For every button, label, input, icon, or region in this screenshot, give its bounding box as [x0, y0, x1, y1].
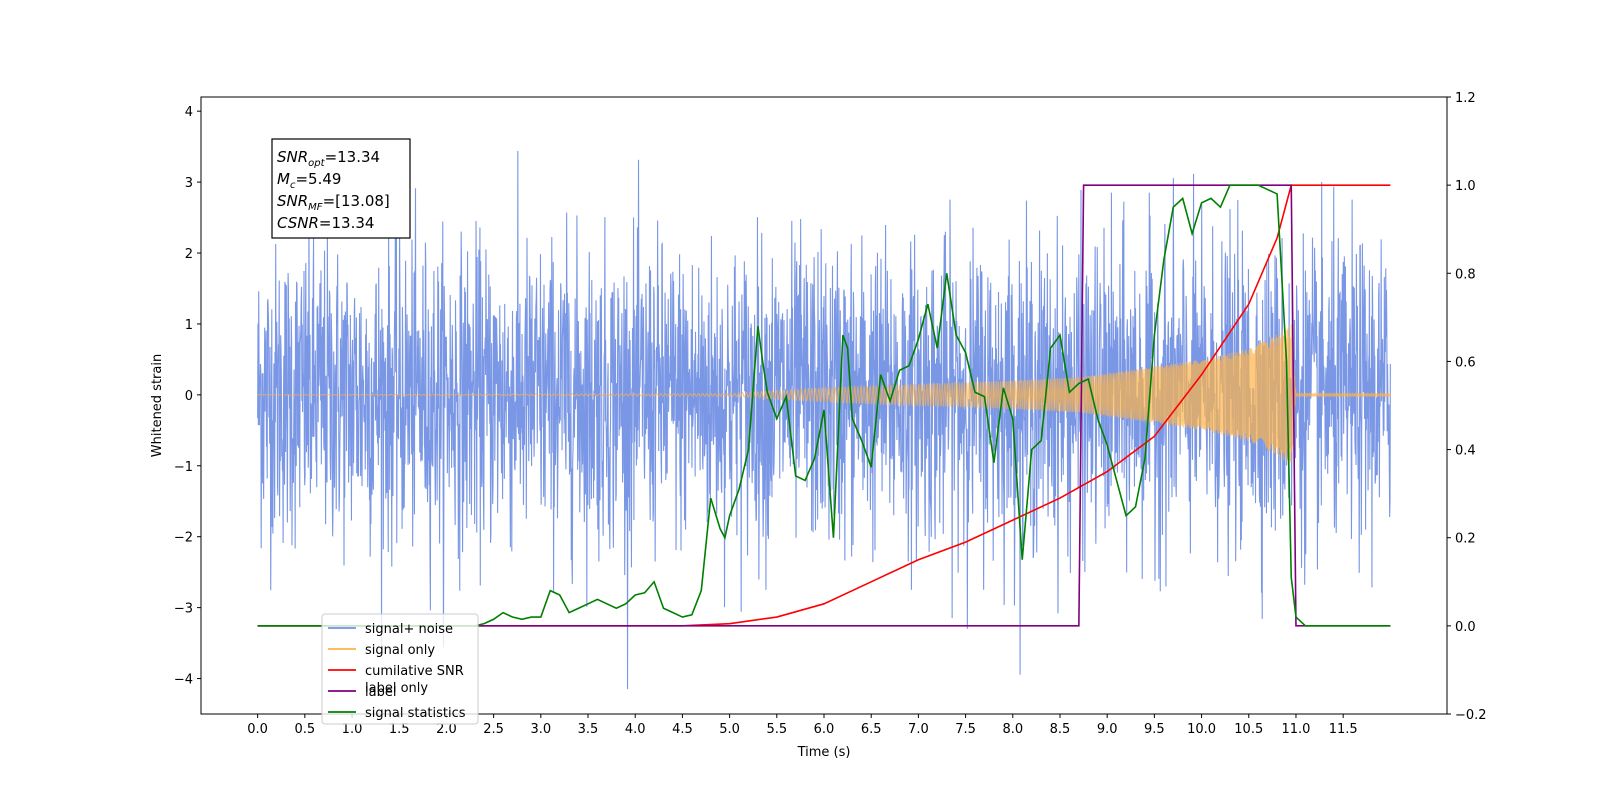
x-tick-label: 6.0 [814, 722, 835, 737]
x-tick-label: 2.5 [483, 722, 504, 737]
y-tick-label: 2 [185, 247, 193, 262]
x-tick-label: 11.5 [1329, 722, 1358, 737]
x-tick-label: 1.5 [389, 722, 410, 737]
y-tick-label: −1 [174, 460, 193, 475]
y2-tick-label: 0.2 [1455, 532, 1476, 547]
x-tick-label: 4.5 [672, 722, 693, 737]
axes: 0.0 0.5 1.0 1.5 2.0 2.5 3.0 3.5 4.0 4.5 5.0 5.5 6.0 6… [174, 91, 1487, 737]
x-tick-label: 6.5 [861, 722, 882, 737]
legend[interactable]: label only signal+ noise signal only cumila… [321, 613, 479, 725]
legend-label: label [365, 685, 396, 700]
x-tick-label: 3.5 [578, 722, 599, 737]
legend-label: cumilative SNR [365, 664, 464, 679]
series-signal-only [257, 324, 1391, 464]
info-line: SNRMF=[13.08] [277, 192, 390, 213]
x-tick-label: 9.0 [1097, 722, 1118, 737]
x-tick-label: 0.5 [294, 722, 315, 737]
series-signal-statistics [257, 184, 1391, 627]
info-box-frame [271, 138, 411, 239]
y-tick-label: 0 [185, 389, 193, 404]
x-tick-label: 5.0 [719, 722, 740, 737]
x-tick-label: 5.5 [766, 722, 787, 737]
x-tick-label: 2.0 [436, 722, 457, 737]
y-tick-label: 3 [185, 176, 193, 191]
y2-tick-label: 1.2 [1455, 91, 1476, 106]
x-tick-label: 0.0 [247, 722, 268, 737]
y-tick-label: −4 [174, 673, 193, 688]
info-line: CSNR=13.34 [277, 214, 374, 232]
legend-occluded-text: label only [365, 681, 428, 696]
info-line: SNRopt=13.34 [277, 148, 380, 169]
y2-tick-label: 0.4 [1455, 444, 1476, 459]
x-tick-label: 8.5 [1050, 722, 1071, 737]
x-tick-label: 11.0 [1281, 722, 1310, 737]
legend-label: signal statistics [365, 706, 466, 721]
x-tick-label: 1.0 [342, 722, 363, 737]
x-tick-label: 3.0 [530, 722, 551, 737]
x-tick-label: 7.5 [955, 722, 976, 737]
x-tick-label: 10.5 [1234, 722, 1263, 737]
plot-area [257, 150, 1391, 690]
x-tick-label: 7.0 [908, 722, 929, 737]
x-tick-label: 9.5 [1144, 722, 1165, 737]
y2-tick-label: 0.0 [1455, 620, 1476, 635]
y-tick-label: −2 [174, 531, 193, 546]
y2-tick-label: −0.2 [1455, 708, 1487, 723]
x-tick-label: 8.0 [1002, 722, 1023, 737]
info-line: Mc=5.49 [277, 170, 341, 191]
y2-tick-label: 0.8 [1455, 267, 1476, 282]
y-tick-label: −3 [174, 602, 193, 617]
y-tick-label: 1 [185, 318, 193, 333]
legend-frame [321, 613, 479, 725]
x-tick-label: 4.0 [625, 722, 646, 737]
y2-tick-label: 1.0 [1455, 179, 1476, 194]
y2-tick-label: 0.6 [1455, 355, 1476, 370]
legend-label: signal only [365, 643, 435, 658]
y-axis-label: Whitened strain [150, 354, 165, 457]
series-signal-plus-noise [257, 150, 1391, 690]
x-tick-label: 10.0 [1187, 722, 1216, 737]
legend-label: signal+ noise [365, 622, 453, 637]
x-axis-label: Time (s) [797, 745, 851, 760]
snr-info-box: SNRopt=13.34Mc=5.49SNRMF=[13.08]CSNR=13.… [271, 138, 411, 239]
y-tick-label: 4 [185, 105, 193, 120]
